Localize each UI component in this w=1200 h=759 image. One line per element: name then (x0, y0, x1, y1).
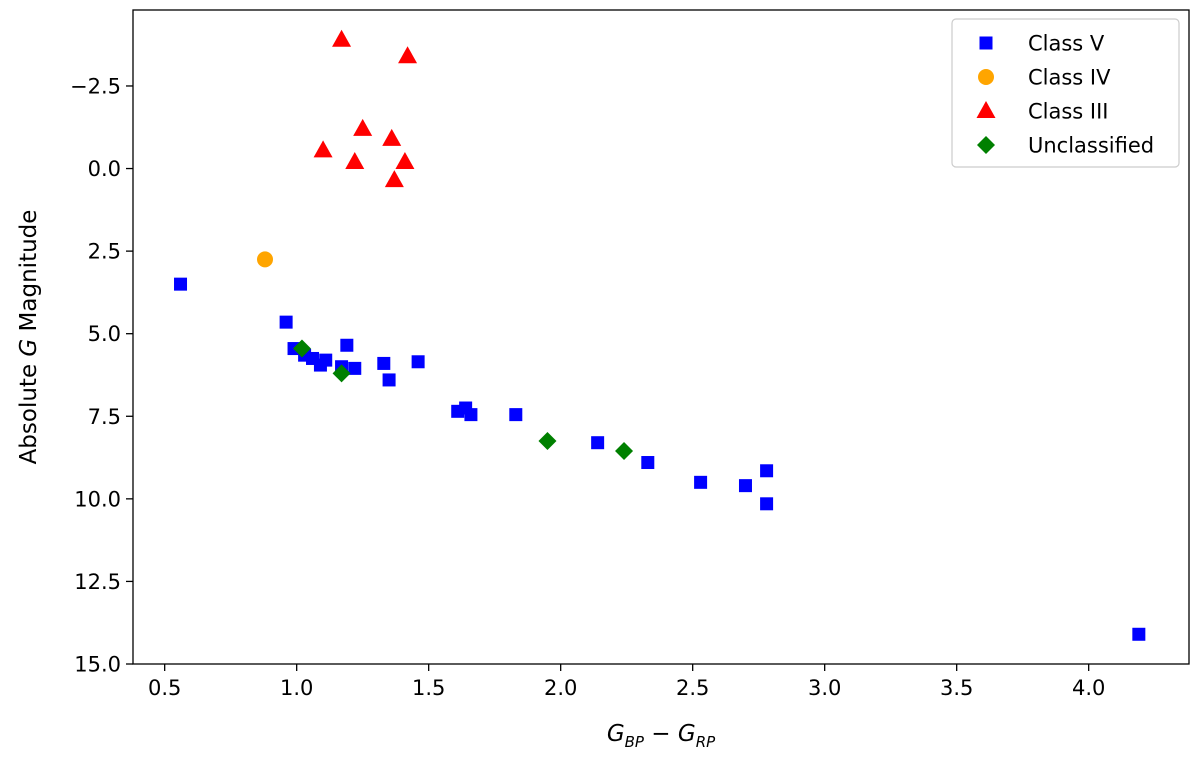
data-point-class-iii (353, 118, 373, 136)
x-tick-label: 2.5 (676, 676, 709, 700)
data-point-class-v (760, 497, 774, 511)
legend-marker-class-iv (978, 69, 994, 85)
data-point-class-iii (395, 151, 415, 169)
x-tick-label: 3.5 (940, 676, 973, 700)
y-tick-label: 0.0 (88, 157, 121, 181)
legend-label-unclassified: Unclassified (1028, 134, 1154, 158)
data-point-class-v (591, 436, 605, 450)
data-point-class-v (377, 356, 391, 370)
x-axis: 0.5 1.0 1.5 2.0 2.5 3.0 3.5 4.0 (148, 664, 1105, 700)
y-tick-label: 5.0 (88, 322, 121, 346)
data-point-class-iii (384, 170, 404, 188)
data-point-class-v (738, 479, 752, 493)
data-point-class-v (464, 408, 478, 422)
data-point-class-iii (382, 128, 402, 146)
legend-label-class-iv: Class IV (1028, 66, 1111, 90)
data-point-class-iii (313, 140, 333, 158)
data-point-class-v (348, 361, 362, 375)
data-point-class-iv (257, 251, 273, 268)
data-point-class-v (340, 338, 354, 352)
legend-marker-class-iii (976, 101, 996, 118)
y-tick-label: 7.5 (88, 405, 121, 429)
legend-marker-unclassified (977, 136, 995, 154)
data-point-class-iii (332, 29, 352, 47)
x-tick-label: 4.0 (1072, 676, 1105, 700)
x-tick-label: 1.0 (280, 676, 313, 700)
data-point-class-v (279, 315, 293, 329)
data-point-class-v (694, 475, 708, 489)
x-axis-label: GBP − GRP (607, 721, 716, 751)
data-point-class-v (411, 355, 425, 369)
data-point-class-v (382, 373, 396, 387)
legend-marker-class-v (979, 36, 993, 50)
data-point-class-v (641, 456, 655, 470)
legend-label-class-iii: Class III (1028, 100, 1109, 124)
data-point-class-v (509, 408, 523, 422)
y-tick-label: 15.0 (74, 653, 121, 677)
y-tick-label: −2.5 (70, 74, 121, 98)
x-tick-label: 3.0 (808, 676, 841, 700)
legend-entries: Class V Class IV Class III Unclassified (976, 32, 1154, 158)
plot-frame (132, 9, 1190, 665)
legend: Class V Class IV Class III Unclassified (951, 18, 1180, 168)
data-point-class-v (1132, 627, 1146, 641)
data-point-class-iii (398, 46, 418, 64)
y-axis-label: Absolute G Magnitude (16, 210, 42, 465)
x-tick-label: 2.0 (544, 676, 577, 700)
data-point-class-v (319, 353, 333, 367)
data-point-unclassified (292, 339, 311, 358)
data-point-class-iii (345, 151, 365, 169)
y-axis: −2.5 0.0 2.5 5.0 7.5 10.0 12.5 15.0 (70, 74, 133, 677)
y-tick-label: 2.5 (88, 240, 121, 264)
plot-marks (174, 29, 1146, 641)
x-tick-label: 0.5 (148, 676, 181, 700)
legend-label-class-v: Class V (1028, 32, 1105, 56)
data-point-unclassified (538, 432, 557, 451)
y-tick-label: 10.0 (74, 487, 121, 511)
y-tick-label: 12.5 (74, 570, 121, 594)
legend-box (951, 18, 1180, 168)
data-point-class-v (174, 277, 188, 291)
data-point-unclassified (615, 441, 634, 460)
x-tick-label: 1.5 (412, 676, 445, 700)
data-point-class-v (760, 464, 774, 478)
data-point-unclassified (332, 364, 351, 383)
